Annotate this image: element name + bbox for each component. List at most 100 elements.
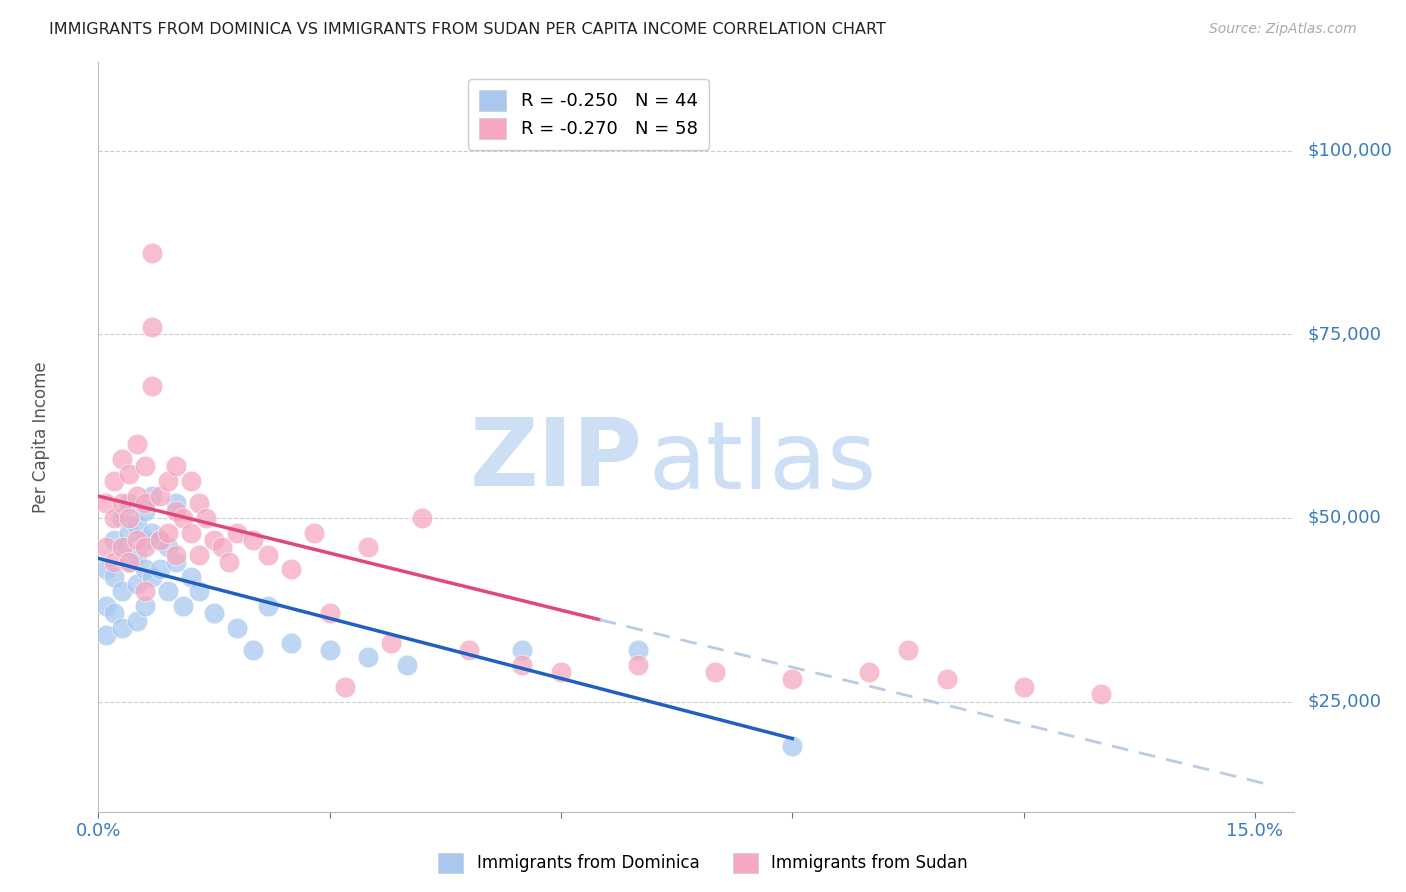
Point [457, 643, 479, 657]
Point [187, 548, 209, 562]
Point [782, 673, 804, 687]
Legend: Immigrants from Dominica, Immigrants from Sudan: Immigrants from Dominica, Immigrants fro… [432, 847, 974, 880]
Point [125, 533, 148, 547]
Point [156, 525, 179, 540]
Point [242, 533, 264, 547]
Point [110, 511, 132, 525]
Point [125, 548, 148, 562]
Point [125, 518, 148, 533]
Point [242, 643, 264, 657]
Point [110, 584, 132, 599]
Point [125, 614, 148, 628]
Point [627, 657, 650, 672]
Point [156, 541, 179, 555]
Point [512, 657, 534, 672]
Point [172, 511, 194, 525]
Point [149, 489, 172, 503]
Point [257, 599, 280, 613]
Point [380, 636, 402, 650]
Point [134, 503, 156, 517]
Point [550, 665, 572, 680]
Point [149, 533, 172, 547]
Point [118, 511, 141, 525]
Point [180, 525, 202, 540]
Point [257, 548, 280, 562]
Point [134, 459, 156, 474]
Point [172, 599, 194, 613]
Point [134, 562, 156, 576]
Point [333, 680, 356, 694]
Point [202, 533, 225, 547]
Text: atlas: atlas [648, 417, 876, 509]
Point [319, 643, 342, 657]
Point [103, 511, 125, 525]
Point [118, 555, 141, 569]
Point [110, 541, 132, 555]
Point [94, 562, 117, 576]
Text: Source: ZipAtlas.com: Source: ZipAtlas.com [1209, 22, 1357, 37]
Point [141, 378, 163, 392]
Point [627, 643, 650, 657]
Point [94, 628, 117, 642]
Point [165, 548, 187, 562]
Point [125, 577, 148, 591]
Point [858, 665, 880, 680]
Point [141, 319, 163, 334]
Point [149, 562, 172, 576]
Point [226, 621, 249, 635]
Point [165, 555, 187, 569]
Point [165, 496, 187, 510]
Legend: R = -0.250   N = 44, R = -0.270   N = 58: R = -0.250 N = 44, R = -0.270 N = 58 [468, 79, 709, 150]
Point [226, 525, 249, 540]
Point [125, 437, 148, 451]
Point [94, 599, 117, 613]
Point [180, 474, 202, 488]
Point [280, 636, 302, 650]
Point [118, 467, 141, 481]
Point [512, 643, 534, 657]
Point [180, 569, 202, 583]
Point [1012, 680, 1035, 694]
Point [103, 569, 125, 583]
Point [187, 496, 209, 510]
Point [134, 599, 156, 613]
Point [897, 643, 920, 657]
Point [103, 533, 125, 547]
Text: $100,000: $100,000 [1308, 142, 1393, 160]
Point [411, 511, 433, 525]
Point [357, 541, 380, 555]
Point [110, 621, 132, 635]
Point [280, 562, 302, 576]
Point [165, 459, 187, 474]
Point [110, 452, 132, 467]
Point [195, 511, 218, 525]
Point [118, 496, 141, 510]
Point [110, 541, 132, 555]
Text: ZIP: ZIP [470, 414, 643, 506]
Point [134, 533, 156, 547]
Point [141, 489, 163, 503]
Text: $25,000: $25,000 [1308, 692, 1382, 711]
Point [935, 673, 957, 687]
Point [141, 569, 163, 583]
Point [782, 739, 804, 753]
Point [165, 503, 187, 517]
Point [118, 525, 141, 540]
Point [141, 525, 163, 540]
Point [149, 533, 172, 547]
Point [103, 474, 125, 488]
Point [118, 555, 141, 569]
Point [156, 474, 179, 488]
Text: $50,000: $50,000 [1308, 508, 1382, 527]
Point [134, 496, 156, 510]
Point [103, 607, 125, 621]
Point [357, 650, 380, 665]
Point [103, 555, 125, 569]
Point [187, 584, 209, 599]
Point [304, 525, 326, 540]
Text: Per Capita Income: Per Capita Income [32, 361, 51, 513]
Point [1090, 687, 1112, 701]
Text: $75,000: $75,000 [1308, 326, 1382, 343]
Point [94, 496, 117, 510]
Point [134, 584, 156, 599]
